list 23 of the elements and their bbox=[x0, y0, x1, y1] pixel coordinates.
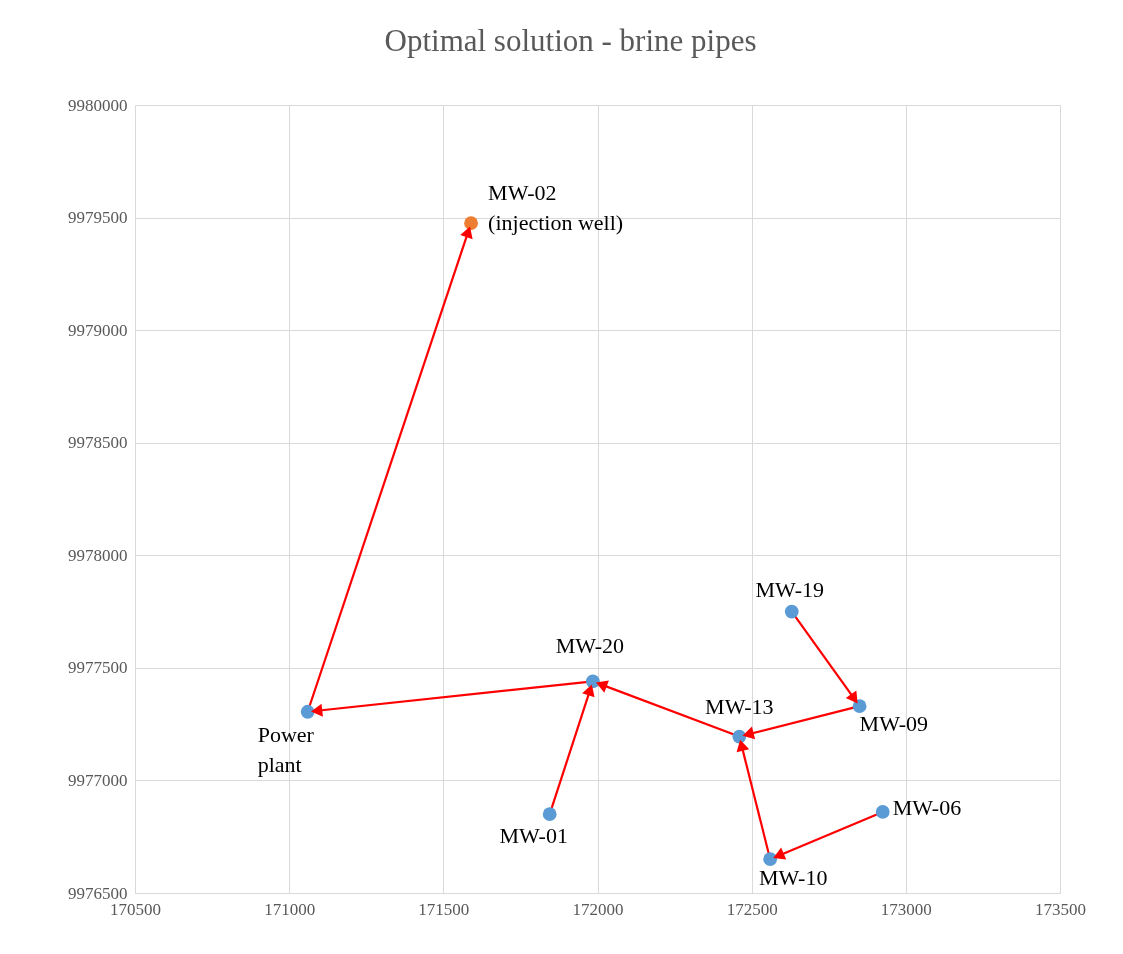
x-tick-label: 172000 bbox=[572, 899, 624, 919]
annotation: MW-01 bbox=[499, 823, 568, 849]
chart-title: Optimal solution - brine pipes bbox=[384, 23, 757, 58]
y-tick-label: 9980000 bbox=[68, 95, 128, 115]
annotation: MW-06 bbox=[892, 794, 962, 820]
y-tick-label: 9979000 bbox=[68, 320, 128, 340]
annotation: MW-02 (injection well) bbox=[488, 180, 624, 236]
annotation: MW-09 bbox=[859, 711, 929, 737]
y-tick-label: 9979500 bbox=[68, 208, 128, 228]
annotation: MW-13 bbox=[705, 693, 774, 719]
y-tick-label: 9978000 bbox=[68, 545, 128, 565]
y-tick-label: 9978500 bbox=[68, 433, 128, 453]
x-tick-label: 172500 bbox=[726, 899, 778, 919]
annotation: MW-10 bbox=[758, 865, 828, 891]
annotation: MW-19 bbox=[755, 576, 824, 602]
annotation: Power plant bbox=[257, 721, 315, 777]
x-tick-label: 173500 bbox=[1035, 899, 1086, 919]
y-tick-label: 9977500 bbox=[68, 658, 128, 678]
x-tick-label: 173000 bbox=[880, 899, 932, 919]
annotation: MW-20 bbox=[555, 633, 625, 659]
x-tick-label: 171000 bbox=[264, 899, 316, 919]
y-tick-label: 9977000 bbox=[68, 770, 128, 790]
x-tick-label: 171500 bbox=[418, 899, 470, 919]
